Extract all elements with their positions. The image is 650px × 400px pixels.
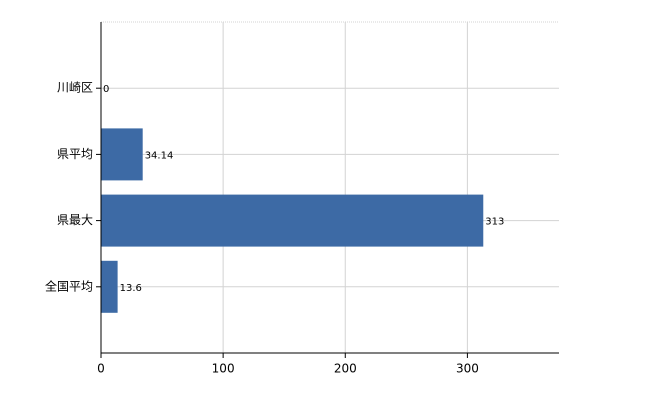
value-label: 313: [485, 217, 504, 228]
value-label: 13.6: [120, 283, 142, 294]
y-tick-label: 全国平均: [45, 278, 93, 293]
x-tick-label: 200: [334, 362, 357, 376]
y-tick-label: 県最大: [57, 213, 93, 227]
bar: [101, 128, 143, 181]
x-tick-label: 100: [212, 362, 235, 376]
x-tick-label: 0: [97, 362, 105, 376]
value-label: 34.14: [145, 150, 174, 161]
bar: [101, 260, 118, 313]
x-tick-label: 300: [456, 362, 479, 376]
bar: [101, 194, 484, 247]
y-tick-label: 川崎区: [57, 81, 93, 95]
value-label: 0: [103, 84, 109, 95]
y-tick-label: 県平均: [57, 147, 93, 161]
